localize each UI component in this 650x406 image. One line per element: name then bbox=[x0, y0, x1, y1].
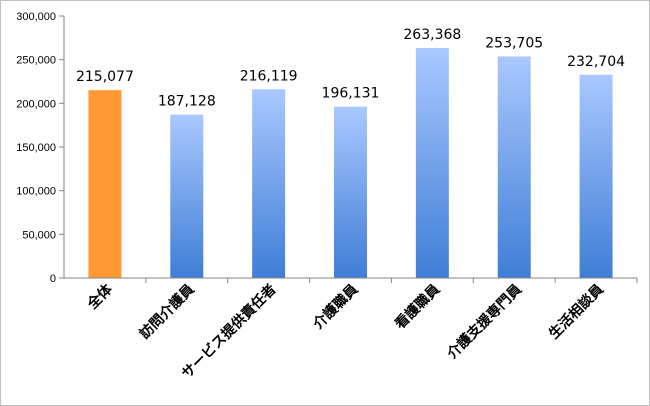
y-tick-label: 300,000 bbox=[16, 11, 56, 23]
data-label-0: 215,077 bbox=[76, 69, 134, 85]
bars bbox=[88, 47, 613, 279]
bar-2 bbox=[252, 89, 286, 278]
data-label-2: 216,119 bbox=[240, 68, 298, 84]
category-label-5: 介護支援専門員 bbox=[443, 281, 525, 363]
category-label-4: 看護職員 bbox=[391, 281, 443, 333]
y-tick-label: 250,000 bbox=[16, 55, 56, 67]
data-label-1: 187,128 bbox=[158, 94, 216, 110]
bar-4 bbox=[415, 47, 449, 279]
y-tick-label: 150,000 bbox=[16, 142, 56, 154]
bar-3 bbox=[334, 106, 367, 279]
data-label-6: 232,704 bbox=[567, 54, 625, 70]
data-label-5: 253,705 bbox=[485, 35, 543, 51]
bar-5 bbox=[497, 56, 531, 278]
data-label-4: 263,368 bbox=[403, 27, 461, 43]
bar-6 bbox=[579, 74, 613, 278]
y-tick-label: 50,000 bbox=[22, 229, 56, 241]
bar-0 bbox=[88, 90, 122, 279]
data-labels: 215,077 187,128 216,119 196,131 263,368 253,7… bbox=[76, 27, 625, 110]
data-label-3: 196,131 bbox=[322, 86, 380, 102]
bar-1 bbox=[170, 114, 204, 278]
category-label-6: 生活相談員 bbox=[545, 281, 607, 343]
category-label-1: 訪問介護員 bbox=[136, 281, 198, 343]
category-label-3: 介護職員 bbox=[309, 281, 361, 333]
category-label-0: 全体 bbox=[83, 280, 116, 313]
y-tick-label: 100,000 bbox=[16, 186, 56, 198]
y-tick-label: 0 bbox=[50, 273, 56, 285]
y-tick-label: 200,000 bbox=[16, 98, 56, 110]
y-axis: 0 50,000 100,000 150,000 200,000 250,000 300,0… bbox=[16, 11, 65, 285]
